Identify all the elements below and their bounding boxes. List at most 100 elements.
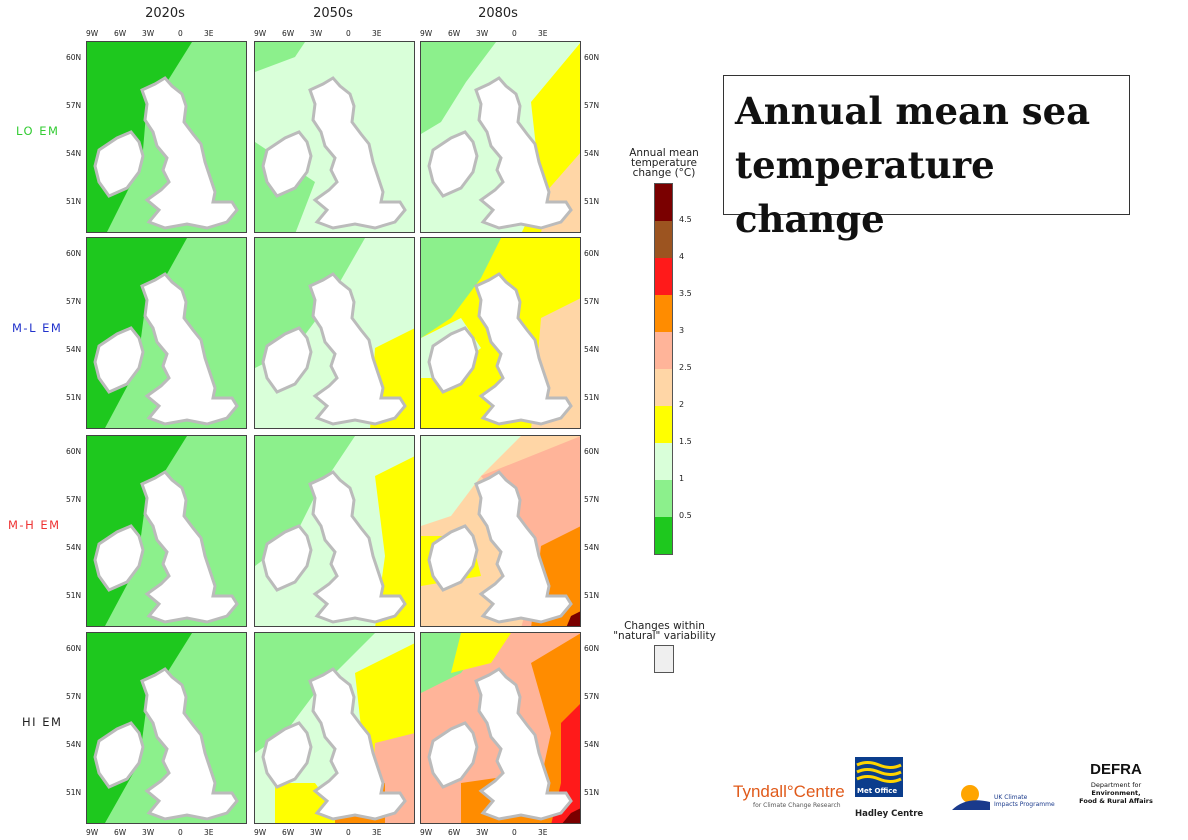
color-bar-swatch xyxy=(655,221,672,258)
latitude-tick-label: 51N xyxy=(66,393,82,402)
row-label-m-h-em: M-H EM xyxy=(8,518,61,532)
tyndall-logo-text: Tyndall°Centre xyxy=(733,782,845,801)
temperature-zone xyxy=(421,238,501,338)
row-label-hi-em: HI EM xyxy=(22,715,63,729)
longitude-tick-label: 3E xyxy=(204,29,214,38)
longitude-tick-label: 3W xyxy=(142,29,155,38)
great-britain-landmass xyxy=(474,272,573,426)
longitude-tick-label: 3E xyxy=(538,29,548,38)
longitude-tick-label: 6W xyxy=(114,29,127,38)
map-panel-m-h-em-2020s xyxy=(86,435,247,627)
latitude-tick-label: 54N xyxy=(66,345,82,354)
met-office-logo-text: Met Office xyxy=(857,787,898,795)
legend-title-line: Annual mean xyxy=(629,147,699,159)
great-britain-landmass xyxy=(308,76,407,230)
great-britain-landmass xyxy=(474,76,573,230)
color-bar-label: 4.5 xyxy=(679,215,692,224)
color-bar-label: 2.5 xyxy=(679,363,692,372)
latitude-tick-label: 60N xyxy=(66,644,82,653)
latitude-tick-label: 60N xyxy=(584,447,600,456)
longitude-tick-label: 3W xyxy=(310,29,323,38)
map-panel-lo-em-2080s xyxy=(420,41,581,233)
latitude-tick-label: 51N xyxy=(66,197,82,206)
natural-variability-title: Changes within "natural" variability xyxy=(602,620,727,642)
latitude-tick-label: 60N xyxy=(584,53,600,62)
natural-title-line: Changes within xyxy=(624,620,705,632)
tyndall-logo-subtext: for Climate Change Research xyxy=(753,802,841,809)
longitude-tick-label: 9W xyxy=(420,29,433,38)
color-bar-label: 3 xyxy=(679,326,685,335)
temperature-zone xyxy=(451,633,511,673)
latitude-tick-label: 57N xyxy=(66,495,82,504)
ireland-landmass xyxy=(261,721,313,789)
met-office-logo: Met Office Hadley Centre xyxy=(855,757,923,819)
latitude-tick-label: 54N xyxy=(584,543,600,552)
column-header-2020s: 2020s xyxy=(145,6,185,21)
map-panel-m-l-em-2050s xyxy=(254,237,415,429)
latitude-tick-label: 60N xyxy=(584,249,600,258)
legend-title: Annual mean temperature change (°C) xyxy=(612,147,716,179)
great-britain-landmass xyxy=(308,470,407,624)
latitude-tick-label: 60N xyxy=(584,644,600,653)
ireland-landmass xyxy=(427,326,479,394)
great-britain-landmass xyxy=(474,470,573,624)
latitude-tick-label: 57N xyxy=(66,692,82,701)
longitude-tick-label: 3W xyxy=(476,29,489,38)
ireland-landmass xyxy=(261,524,313,592)
great-britain-landmass xyxy=(308,667,407,821)
latitude-tick-label: 51N xyxy=(584,197,600,206)
color-bar-label: 3.5 xyxy=(679,289,692,298)
legend-title-line: change (°C) xyxy=(632,167,696,179)
longitude-tick-label: 0 xyxy=(178,29,183,38)
latitude-tick-label: 60N xyxy=(66,447,82,456)
longitude-tick-label: 3E xyxy=(372,29,382,38)
temperature-zone xyxy=(421,436,521,526)
latitude-tick-label: 54N xyxy=(584,149,600,158)
tyndall-logo: Tyndall°Centre for Climate Change Resear… xyxy=(733,782,845,809)
defra-subtext-3: Food & Rural Affairs xyxy=(1079,797,1153,805)
longitude-tick-label: 9W xyxy=(254,29,267,38)
ukcip-logo-text-2: Impacts Programme xyxy=(994,801,1055,808)
latitude-tick-label: 57N xyxy=(584,692,600,701)
ukcip-logo-icon xyxy=(952,785,990,810)
longitude-tick-label: 0 xyxy=(346,29,351,38)
page-title: Annual mean sea temperature change xyxy=(735,89,1091,241)
latitude-tick-label: 60N xyxy=(66,53,82,62)
longitude-tick-label: 6W xyxy=(282,828,295,837)
temperature-zone xyxy=(255,42,305,72)
color-bar-swatch xyxy=(655,369,672,406)
color-bar-swatch xyxy=(655,517,672,554)
great-britain-landmass xyxy=(140,76,239,230)
ireland-landmass xyxy=(427,130,479,198)
map-panel-lo-em-2050s xyxy=(254,41,415,233)
longitude-tick-label: 9W xyxy=(254,828,267,837)
latitude-tick-label: 57N xyxy=(584,297,600,306)
defra-logo: DEFRA Department for Environment, Food &… xyxy=(1075,761,1157,805)
longitude-tick-label: 6W xyxy=(114,828,127,837)
map-panel-hi-em-2020s xyxy=(86,632,247,824)
color-bar-swatch xyxy=(655,184,672,221)
map-panel-hi-em-2080s xyxy=(420,632,581,824)
color-bar-swatch xyxy=(655,480,672,517)
longitude-tick-label: 6W xyxy=(448,29,461,38)
temperature-zone xyxy=(421,42,496,134)
ireland-landmass xyxy=(261,326,313,394)
latitude-tick-label: 60N xyxy=(66,249,82,258)
color-bar-swatch xyxy=(655,443,672,480)
latitude-tick-label: 57N xyxy=(584,495,600,504)
temperature-zone xyxy=(255,436,355,566)
color-bar-label: 4 xyxy=(679,252,685,261)
longitude-tick-label: 9W xyxy=(420,828,433,837)
latitude-tick-label: 54N xyxy=(584,345,600,354)
map-panel-m-l-em-2080s xyxy=(420,237,581,429)
latitude-tick-label: 51N xyxy=(66,788,82,797)
defra-logo-text: DEFRA xyxy=(1090,761,1142,778)
ukcip-logo: UK Climate Impacts Programme xyxy=(952,782,1055,816)
temperature-zone xyxy=(566,611,580,626)
longitude-tick-label: 3E xyxy=(372,828,382,837)
longitude-tick-label: 3W xyxy=(310,828,323,837)
map-panel-lo-em-2020s xyxy=(86,41,247,233)
latitude-tick-label: 57N xyxy=(66,297,82,306)
longitude-tick-label: 0 xyxy=(512,828,517,837)
row-label-lo-em: LO EM xyxy=(16,124,60,138)
